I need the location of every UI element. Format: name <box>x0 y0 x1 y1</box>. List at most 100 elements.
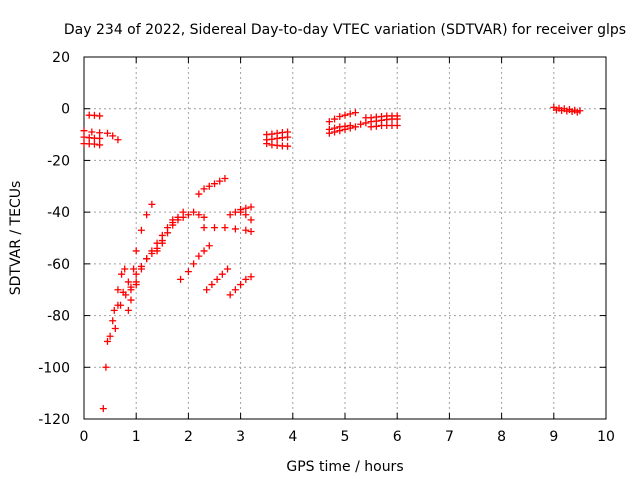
x-tick-label: 5 <box>341 429 350 445</box>
data-point <box>153 247 161 255</box>
data-point <box>247 203 255 211</box>
x-tick-label: 3 <box>236 429 245 445</box>
data-point <box>121 265 129 273</box>
series-arc-22 <box>263 133 292 144</box>
data-point <box>242 226 250 234</box>
data-point <box>148 200 156 208</box>
data-point <box>231 225 239 233</box>
series-arc-17 <box>226 273 255 299</box>
series-arc-5 <box>99 265 129 413</box>
data-point <box>226 211 234 219</box>
series-arc-25 <box>325 122 354 133</box>
y-tick-label: -120 <box>38 412 70 428</box>
series-arc-23 <box>325 109 359 126</box>
data-point <box>143 211 151 219</box>
data-point <box>205 242 213 250</box>
series-arc-1 <box>80 127 122 144</box>
data-point <box>218 270 226 278</box>
data-point <box>231 286 239 294</box>
x-tick-label: 10 <box>597 429 615 445</box>
data-point <box>284 133 292 141</box>
data-point <box>247 216 255 224</box>
data-point <box>224 265 232 273</box>
data-point <box>393 122 401 130</box>
data-point <box>127 296 135 304</box>
y-tick-label: -100 <box>38 360 70 376</box>
data-point <box>216 177 224 185</box>
data-point <box>331 124 339 132</box>
data-point <box>137 226 145 234</box>
series-arc-14 <box>177 242 213 283</box>
data-point <box>190 208 198 216</box>
y-tick-label: -40 <box>47 205 70 221</box>
data-point <box>336 112 344 120</box>
y-axis-ticks: -120 -100 -80 -60 -40 -20 0 20 <box>38 50 606 428</box>
data-point <box>158 237 166 245</box>
data-point <box>102 363 110 371</box>
data-point <box>96 112 104 120</box>
x-tick-label: 6 <box>393 429 402 445</box>
data-point <box>195 190 203 198</box>
data-point <box>122 291 130 299</box>
data-point <box>221 175 229 183</box>
data-point <box>137 262 145 270</box>
data-point <box>96 134 104 142</box>
data-point <box>195 252 203 260</box>
series-arc-27 <box>362 112 401 122</box>
data-point <box>109 132 117 140</box>
series-arc-9 <box>127 216 177 304</box>
series-arc-10 <box>132 239 166 278</box>
data-point <box>130 265 138 273</box>
data-point <box>124 278 132 286</box>
x-axis-label: GPS time / hours <box>286 459 403 475</box>
x-tick-label: 9 <box>549 429 558 445</box>
series-arc-28 <box>367 122 401 131</box>
data-point <box>237 281 245 289</box>
data-point <box>96 141 104 149</box>
y-tick-label: -20 <box>47 153 70 169</box>
data-point <box>200 224 208 232</box>
y-tick-label: -60 <box>47 257 70 273</box>
data-point <box>148 250 156 258</box>
data-point <box>143 255 151 263</box>
data-point <box>132 270 140 278</box>
data-point <box>190 260 198 268</box>
data-point <box>117 301 125 309</box>
data-point <box>325 118 333 126</box>
data-point <box>114 286 122 294</box>
data-point <box>221 224 229 232</box>
data-point <box>164 229 172 237</box>
data-point <box>367 114 375 122</box>
data-point <box>346 122 354 130</box>
data-point <box>242 211 250 219</box>
data-point <box>393 112 401 120</box>
data-point <box>226 291 234 299</box>
y-tick-label: 20 <box>52 50 70 66</box>
series-arc-21 <box>263 140 292 150</box>
chart-title: Day 234 of 2022, Sidereal Day-to-day VTE… <box>64 22 626 38</box>
data-point <box>195 211 203 219</box>
data-points <box>80 103 584 413</box>
data-point <box>110 306 118 314</box>
series-arc-11 <box>153 208 187 255</box>
data-point <box>273 134 281 142</box>
data-point <box>213 275 221 283</box>
series-arc-16 <box>203 265 232 294</box>
data-point <box>268 135 276 143</box>
data-point <box>351 109 359 117</box>
data-point <box>205 182 213 190</box>
x-tick-label: 4 <box>288 429 297 445</box>
data-point <box>211 180 218 188</box>
x-tick-label: 1 <box>132 429 141 445</box>
data-point <box>90 140 98 148</box>
data-point <box>200 185 208 193</box>
x-tick-label: 2 <box>184 429 193 445</box>
x-tick-label: 8 <box>497 429 506 445</box>
data-point <box>132 247 140 255</box>
data-point <box>351 123 359 131</box>
data-point <box>118 270 126 278</box>
data-point <box>200 247 208 255</box>
data-point <box>372 122 380 130</box>
data-point <box>200 213 208 221</box>
x-tick-label: 0 <box>80 429 89 445</box>
